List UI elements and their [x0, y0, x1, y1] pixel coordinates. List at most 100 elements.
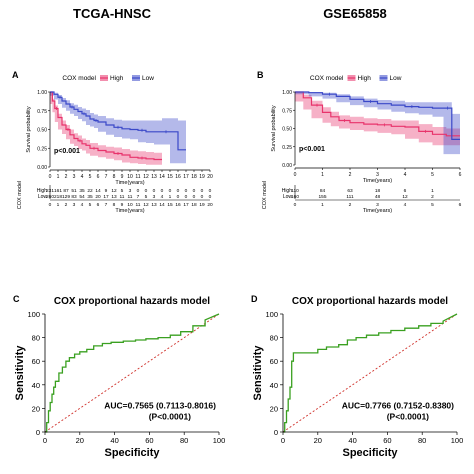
y-tick-label: 0.00	[37, 165, 47, 171]
risk-count: 4	[161, 194, 164, 200]
risk-count: 17	[103, 194, 109, 200]
risk-count: 6	[404, 188, 407, 194]
risk-x-tick-label: 1	[321, 202, 324, 208]
y-tick-label: 60	[270, 357, 278, 366]
legend: COX model High Low	[62, 75, 154, 82]
risk-row-label-high: High	[282, 188, 293, 194]
header-left: TCGA-HNSC	[73, 6, 152, 21]
risk-x-tick-label: 4	[404, 202, 407, 208]
y-tick-label: 80	[270, 334, 278, 343]
y-tick-label: 40	[270, 381, 278, 390]
risk-count: 12	[111, 188, 117, 194]
risk-count: 11	[120, 194, 125, 200]
risk-count: 5	[121, 188, 124, 194]
x-tick-label: 14	[159, 174, 165, 180]
risk-count: 0	[209, 188, 212, 194]
risk-x-tick-label: 2	[65, 202, 68, 208]
risk-x-tick-label: 6	[459, 202, 462, 208]
risk-count: 54	[79, 194, 85, 200]
y-tick-label: 100	[27, 310, 40, 319]
y-tick-label: 0	[274, 428, 278, 437]
risk-count: 111	[346, 194, 354, 200]
risk-x-tick-label: 11	[136, 202, 141, 208]
ci-band-high	[50, 92, 162, 165]
p-annotation: (P<0.0001)	[149, 411, 191, 421]
x-tick-label: 80	[418, 436, 426, 445]
survival-line-low	[50, 91, 186, 151]
risk-x-tick-label: 13	[151, 202, 157, 208]
x-tick-label: 3	[73, 174, 76, 180]
risk-x-tick-label: 20	[207, 202, 213, 208]
x-tick-label: 1	[57, 174, 60, 180]
reference-diagonal	[44, 313, 220, 433]
x-axis-title: Specificity	[104, 447, 160, 459]
x-tick-label: 2	[349, 172, 352, 178]
x-tick-label: 5	[431, 172, 434, 178]
risk-count: 3	[153, 194, 156, 200]
y-tick-label: 20	[270, 404, 278, 413]
x-tick-label: 11	[135, 174, 140, 180]
risk-count: 161	[54, 188, 62, 194]
risk-y-axis-title: COX model	[262, 181, 268, 209]
x-tick-label: 12	[143, 174, 149, 180]
y-tick-label: 80	[32, 334, 40, 343]
x-axis-title: Time(years)	[363, 178, 392, 184]
panel-label: A	[12, 70, 19, 80]
risk-count: 0	[201, 188, 204, 194]
risk-x-tick-label: 18	[191, 202, 197, 208]
risk-count: 0	[193, 188, 196, 194]
risk-x-tick-label: 1	[57, 202, 60, 208]
y-axis-title: Survival probability	[271, 105, 277, 151]
auc-annotation: AUC=0.7766 (0.7152-0.8380)	[342, 400, 454, 410]
risk-x-tick-label: 16	[175, 202, 181, 208]
y-axis-title: Survival probability	[26, 106, 32, 152]
x-tick-label: 18	[191, 174, 197, 180]
risk-count: 84	[320, 188, 326, 194]
p-value: p<0.001	[299, 146, 325, 153]
x-tick-label: 5	[89, 174, 92, 180]
risk-x-tick-label: 12	[143, 202, 149, 208]
risk-x-tick-label: 7	[105, 202, 108, 208]
risk-count: 0	[209, 194, 212, 200]
risk-count: 0	[185, 188, 188, 194]
panel-label: C	[13, 294, 20, 304]
x-tick-label: 17	[183, 174, 189, 180]
x-tick-label: 60	[145, 436, 153, 445]
x-tick-label: 19	[199, 174, 205, 180]
risk-count: 218	[54, 194, 62, 200]
x-tick-label: 6	[459, 172, 462, 178]
risk-x-tick-label: 5	[89, 202, 92, 208]
survival-line-low	[295, 91, 460, 140]
risk-row-label-high: High	[37, 188, 48, 194]
risk-count: 7	[137, 194, 140, 200]
roc-title: COX proportional hazards model	[54, 296, 210, 307]
risk-count: 18	[375, 188, 381, 194]
risk-x-tick-label: 4	[81, 202, 84, 208]
risk-row-label-low: Low	[283, 194, 293, 200]
risk-count: 3	[129, 188, 132, 194]
risk-x-tick-label: 14	[159, 202, 165, 208]
risk-count: 0	[193, 194, 196, 200]
x-tick-label: 20	[76, 436, 84, 445]
legend-label-high: High	[358, 75, 372, 82]
x-tick-label: 0	[281, 436, 285, 445]
risk-x-tick-label: 8	[113, 202, 116, 208]
risk-x-tick-label: 3	[376, 202, 379, 208]
risk-count: 83	[71, 194, 77, 200]
roc-curve	[283, 313, 458, 433]
risk-count: 155	[318, 194, 326, 200]
risk-x-tick-label: 2	[349, 202, 352, 208]
risk-count: 0	[145, 188, 148, 194]
x-tick-label: 100	[451, 436, 464, 445]
x-tick-label: 16	[175, 174, 181, 180]
risk-count: 0	[201, 194, 204, 200]
legend-label-low: Low	[142, 75, 154, 82]
header-right: GSE65858	[323, 6, 387, 21]
y-tick-label: 0.75	[37, 109, 47, 115]
x-tick-label: 8	[113, 174, 116, 180]
risk-x-tick-label: 17	[183, 202, 189, 208]
risk-count: 51	[71, 188, 77, 194]
x-tick-label: 100	[213, 436, 226, 445]
